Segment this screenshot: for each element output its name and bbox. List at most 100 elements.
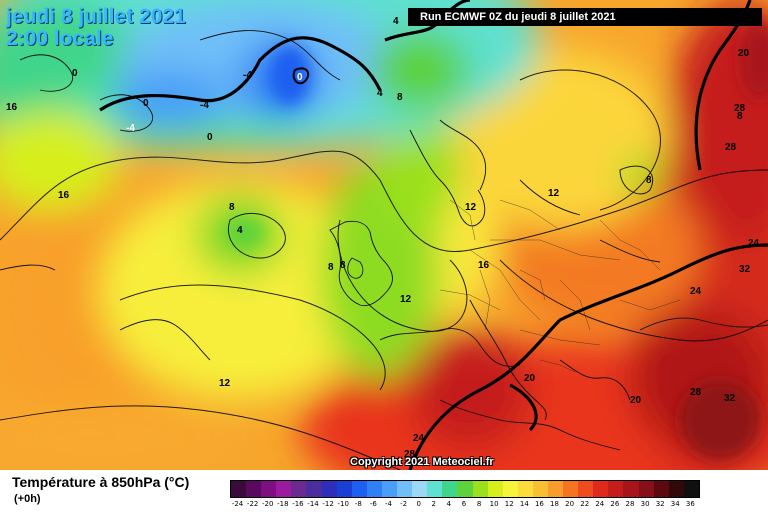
forecast-hour: (+0h) [14,493,41,505]
scale-tick-label: 6 [461,500,467,508]
scale-tick-label: 36 [685,500,695,508]
scale-swatch [366,481,382,497]
map-label: 0 [72,68,78,79]
scale-swatch [321,481,337,497]
scale-tick-label: -4 [384,500,392,508]
map-label: 8 [229,202,235,213]
scale-tick-label: 14 [519,500,529,508]
run-banner: Run ECMWF 0Z du jeudi 8 juillet 2021 [408,8,762,26]
scale-swatch [563,481,579,497]
scale-swatch [427,481,443,497]
scale-swatch [472,481,488,497]
scale-swatch [623,481,639,497]
scale-ticks: -24 -22 -20 -18 -16 -14 -12 -10 -8 -6 -4 -2 0 2 4 6 8 10 1… [230,500,698,508]
temperature-details [227,20,768,460]
scale-tick-label: 18 [550,500,559,508]
scale-tick-label: -20 [262,500,274,508]
scale-swatch [487,481,503,497]
map-label: 0 [143,98,149,109]
scale-swatch [668,481,684,497]
map-label: -4 [126,123,135,134]
temperature-labels: 16 16 12 12 8 4 8 8 8 8 12 16 12 20 24 2… [6,16,760,460]
time-label: 2:00 locale [6,27,114,50]
closed-contour [292,67,310,85]
scale-swatch [593,481,609,497]
scale-swatch [231,481,247,497]
map-label: 16 [6,102,18,113]
map-label: 12 [400,294,412,305]
map-label: 20 [738,48,750,59]
scale-tick-label: -12 [322,500,334,508]
map-label: 8 [737,111,743,122]
map-label: -4 [243,70,252,81]
scale-swatch [291,481,307,497]
scale-tick-label: 26 [610,500,620,508]
temperature-map: 16 16 12 12 8 4 8 8 8 8 12 16 12 20 24 2… [0,0,768,470]
scale-swatch [336,481,352,497]
scale-swatch [608,481,624,497]
map-label: 12 [548,188,560,199]
map-area: 16 16 12 12 8 4 8 8 8 8 12 16 12 20 24 2… [0,0,768,470]
scale-tick-label: -22 [246,500,259,508]
map-label: 8 [397,92,403,103]
map-label: 0 [297,72,303,83]
date-label: jeudi 8 juillet 2021 [6,5,186,28]
scale-tick-label: 22 [580,500,590,508]
copyright: Copyright 2021 Meteociel.fr [350,456,494,468]
scale-tick-label: -16 [292,500,304,508]
map-label: 28 [690,387,702,398]
scale-tick-label: -10 [337,500,349,508]
scale-swatch [276,481,292,497]
scale-swatch [261,481,277,497]
scale-tick-label: -18 [277,500,289,508]
scale-swatch [578,481,594,497]
scale-swatch [457,481,473,497]
map-label: 16 [58,190,70,201]
scale-swatch [532,481,548,497]
map-label: -4 [200,100,209,111]
field-title: Température à 850hPa (°C) [12,474,190,490]
map-label: 28 [734,103,746,114]
coastlines [0,30,768,451]
scale-swatch [502,481,518,497]
map-label: 32 [724,393,736,404]
scale-tick-label: 16 [534,500,544,508]
scale-swatch [351,481,367,497]
map-label: 8 [646,175,652,186]
map-label: 24 [690,286,702,297]
scale-tick-label: -2 [400,500,408,508]
scale-tick-label: -6 [369,500,377,508]
contour-lines [0,69,768,470]
map-label: 0 [207,132,213,143]
scale-tick-label: 30 [640,500,650,508]
map-label: 32 [739,264,751,275]
map-label: 8 [328,262,334,273]
map-label: 20 [524,373,536,384]
map-label: 24 [413,433,425,444]
map-label: 4 [237,225,243,236]
scale-tick-label: 34 [670,500,680,508]
scale-swatch [517,481,533,497]
map-label: 4 [393,16,399,27]
scale-tick-label: 12 [504,500,514,508]
scale-tick-label: 24 [595,500,605,508]
map-label: 24 [748,238,760,249]
scale-tick-label: -14 [307,500,319,508]
scale-swatch [638,481,654,497]
scale-tick-label: 32 [655,500,665,508]
scale-tick-label: -8 [354,500,362,508]
scale-swatch [412,481,428,497]
scale-swatch [547,481,564,497]
map-label: 4 [377,88,383,99]
scale-tick-label: -24 [231,500,244,508]
scale-swatch [683,481,699,497]
scale-tick-label: 2 [431,500,436,508]
scale-tick-label: 28 [625,500,635,508]
map-label: 20 [630,395,642,406]
legend-footer: Température à 850hPa (°C) (+0h) -24 -22 -2… [0,470,768,512]
scale-tick-label: 8 [476,500,482,508]
map-label: 28 [404,449,416,460]
scale-swatch [397,481,413,497]
scale-tick-label: 10 [489,500,499,508]
map-label: 8 [340,260,346,271]
